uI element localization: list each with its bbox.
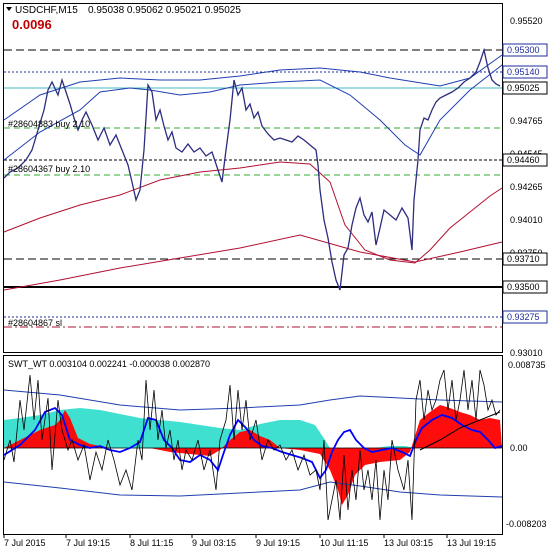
price-tick: 0.94265: [510, 182, 543, 192]
chevron-down-icon[interactable]: [6, 7, 12, 11]
level-label: 0.95300: [507, 45, 540, 55]
price-level-labels: 0.95300 0.95140 0.95025 0.94460 0.93710 …: [502, 43, 548, 324]
indicator-title: SWT_WT 0.003104 0.002241 -0.000038 0.002…: [8, 359, 210, 369]
indicator-line-black: [3, 369, 501, 521]
level-label: 0.93500: [507, 282, 540, 292]
time-tick: 7 Jul 2015: [4, 538, 46, 548]
indicator-panel: [3, 369, 503, 521]
ma-slow-line: [3, 234, 503, 291]
price-tick: 0.93010: [510, 348, 543, 358]
time-tick: 9 Jul 19:15: [256, 538, 300, 548]
order-label-2[interactable]: #28604367 buy 2.10: [8, 164, 90, 174]
main-panel-frame: [3, 3, 503, 353]
time-tick: 9 Jul 03:15: [192, 538, 236, 548]
indicator-fill-red: [4, 405, 502, 505]
time-tick: 13 Jul 03:15: [384, 538, 433, 548]
level-label: 0.93710: [507, 254, 540, 264]
time-tick: 13 Jul 19:15: [447, 538, 496, 548]
price-tick: 0.94765: [510, 116, 543, 126]
indicator-tick: 0.008735: [508, 360, 546, 370]
level-label: 0.95025: [507, 83, 540, 93]
time-tick: 8 Jul 11:15: [130, 538, 173, 548]
indicator-signal-line: [419, 411, 501, 451]
price-line: [3, 47, 501, 291]
order-label-1[interactable]: #28604883 buy 2.10: [8, 119, 90, 129]
price-tick: 0.95520: [510, 16, 543, 26]
order-label-3[interactable]: #28604867 sl: [8, 318, 62, 328]
indicator-envelope-lower: [3, 481, 503, 498]
indicator-tick: -0.008203: [506, 519, 547, 529]
time-tick: 7 Jul 19:15: [66, 538, 110, 548]
level-label: 0.93275: [507, 312, 540, 322]
ohlc-values: 0.95038 0.95062 0.95021 0.95025: [88, 5, 241, 16]
price-tick: 0.94010: [510, 215, 543, 225]
indicator-line-blue: [3, 406, 503, 480]
indicator-tick: 0.00: [510, 443, 528, 453]
level-label: 0.95140: [507, 67, 540, 77]
band-upper: [3, 54, 503, 121]
chart-header: USDCHF,M15 0.95038 0.95062 0.95021 0.950…: [6, 5, 241, 32]
indicator-envelope-upper: [3, 389, 503, 411]
indicator-axis: 0.008735 0.00 -0.008203: [506, 360, 547, 529]
time-tick: 10 Jul 11:15: [320, 538, 368, 548]
symbol-title: USDCHF,M15: [15, 5, 78, 16]
level-lines: [4, 49, 502, 328]
ma-fast-line: [3, 161, 503, 264]
level-label: 0.94460: [507, 155, 540, 165]
spread-value: 0.0096: [12, 17, 52, 32]
time-axis: 7 Jul 2015 7 Jul 19:15 8 Jul 11:15 9 Jul…: [3, 535, 496, 548]
indicator-panel-frame: [3, 355, 503, 535]
band-lower: [3, 64, 503, 161]
indicator-fill-turquoise: [4, 408, 440, 448]
